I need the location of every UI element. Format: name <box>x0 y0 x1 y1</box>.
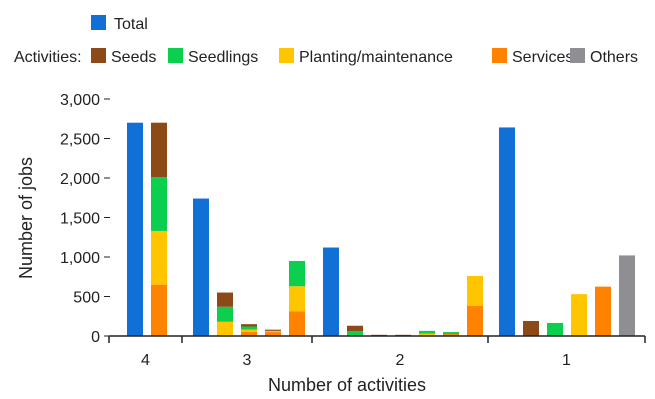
bar-segment-services <box>151 285 167 336</box>
bar-segment-seedlings <box>419 331 435 334</box>
legend-label-others: Others <box>590 49 638 66</box>
bars <box>127 123 635 336</box>
bar-group-1 <box>499 127 635 336</box>
bar-segment-seedlings <box>241 327 257 330</box>
y-tick-label: 3,000 <box>60 92 100 109</box>
legend: Total Activities: Seeds Seedlings Planting… <box>14 15 638 66</box>
bar-segment-seedlings <box>151 177 167 231</box>
bar-segment-seedlings <box>289 261 305 286</box>
bar-segment-planting-maintenance <box>151 231 167 285</box>
legend-label-seedlings: Seedlings <box>188 49 258 66</box>
y-tick-label: 1,000 <box>60 250 100 267</box>
bar-segment-seedlings <box>443 332 459 334</box>
legend-activities-items: Seeds Seedlings Planting/maintenance Servic… <box>91 48 638 66</box>
x-tick-label: 4 <box>141 352 150 369</box>
bar-total <box>127 123 143 336</box>
legend-label-total: Total <box>114 16 148 33</box>
y-tick-label: 2,500 <box>60 132 100 149</box>
y-tick-label: 1,500 <box>60 211 100 228</box>
bar-segment-planting-maintenance <box>467 276 483 306</box>
bar-group-3 <box>193 199 305 336</box>
legend-activities-heading: Activities: <box>14 49 82 66</box>
bar-segment-seedlings <box>217 307 233 322</box>
legend-label-services: Services <box>512 49 573 66</box>
x-tick-label: 1 <box>562 352 571 369</box>
y-tick-label: 2,000 <box>60 171 100 188</box>
x-axis-title: Number of activities <box>268 375 426 395</box>
bar-segment-services <box>595 287 611 336</box>
bar-segment-planting-maintenance <box>217 322 233 336</box>
bar-total <box>323 248 339 336</box>
bar-segment-seeds <box>217 293 233 307</box>
bar-segment-others <box>619 255 635 336</box>
bar-total <box>193 199 209 336</box>
legend-swatch-others <box>570 48 585 63</box>
bar-segment-planting-maintenance <box>265 331 281 332</box>
y-tick-label: 0 <box>91 329 100 346</box>
bar-segment-seeds <box>265 330 281 331</box>
bar-segment-seeds <box>347 326 363 332</box>
y-axis-title: Number of jobs <box>16 157 36 279</box>
legend-swatch-seeds <box>91 48 106 63</box>
x-tick-label: 2 <box>396 352 405 369</box>
bar-segment-services <box>289 312 305 336</box>
bar-segment-seeds <box>241 324 257 326</box>
legend-label-planting-maintenance: Planting/maintenance <box>299 49 453 66</box>
bar-total <box>499 127 515 336</box>
bar-segment-seeds <box>151 123 167 178</box>
x-tick-label: 3 <box>243 352 252 369</box>
legend-swatch-planting-maintenance <box>279 48 294 63</box>
y-axis: Number of jobs 0 500 1,000 1,500 2,000 2,500 3… <box>16 92 110 346</box>
legend-swatch-seedlings <box>168 48 183 63</box>
bar-segment-planting-maintenance <box>571 294 587 336</box>
bar-segment-planting-maintenance <box>241 330 257 332</box>
bar-segment-services <box>467 306 483 336</box>
bar-group-4 <box>127 123 167 336</box>
x-axis: Number of activities 4 3 2 1 <box>109 336 645 395</box>
bar-segment-planting-maintenance <box>289 286 305 311</box>
y-tick-label: 500 <box>73 290 100 307</box>
legend-label-seeds: Seeds <box>111 49 156 66</box>
legend-swatch-services <box>492 48 507 63</box>
bar-segment-seeds <box>523 321 539 336</box>
legend-swatch-total <box>91 15 106 30</box>
bar-segment-seedlings <box>547 323 563 336</box>
bar-group-2 <box>323 248 483 336</box>
